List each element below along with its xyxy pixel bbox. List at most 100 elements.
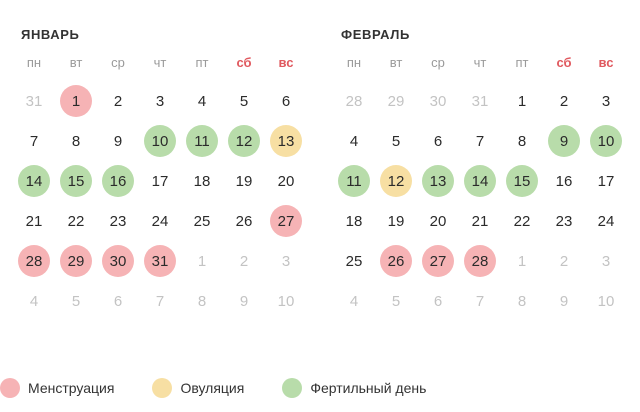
day-cell[interactable]: 18 [333, 201, 375, 241]
day-cell-fertile[interactable]: 11 [181, 121, 223, 161]
day-cell-other-month[interactable]: 8 [501, 281, 543, 321]
legend-label: Менструация [28, 380, 115, 396]
day-number: 5 [391, 132, 401, 150]
day-cell-fertile[interactable]: 11 [333, 161, 375, 201]
day-cell-other-month[interactable]: 5 [55, 281, 97, 321]
day-number: 21 [471, 212, 489, 230]
day-cell-other-month[interactable]: 30 [417, 81, 459, 121]
day-cell-other-month[interactable]: 10 [265, 281, 307, 321]
day-cell[interactable]: 2 [543, 81, 585, 121]
day-number: 8 [197, 292, 207, 310]
day-cell-fertile[interactable]: 12 [223, 121, 265, 161]
day-cell-fertile[interactable]: 10 [585, 121, 627, 161]
day-cell-menstruation[interactable]: 27 [265, 201, 307, 241]
day-cell[interactable]: 18 [181, 161, 223, 201]
day-cell-menstruation[interactable]: 31 [139, 241, 181, 281]
day-cell[interactable]: 21 [13, 201, 55, 241]
day-cell[interactable]: 19 [375, 201, 417, 241]
day-number: 28 [464, 245, 496, 277]
day-cell-other-month[interactable]: 6 [417, 281, 459, 321]
day-cell[interactable]: 17 [139, 161, 181, 201]
day-cell-other-month[interactable]: 3 [585, 241, 627, 281]
weekday-label: пт [515, 55, 529, 70]
day-cell-other-month[interactable]: 1 [501, 241, 543, 281]
day-cell-other-month[interactable]: 7 [459, 281, 501, 321]
day-cell[interactable]: 20 [417, 201, 459, 241]
day-cell-other-month[interactable]: 9 [223, 281, 265, 321]
day-cell-menstruation[interactable]: 27 [417, 241, 459, 281]
day-cell-other-month[interactable]: 10 [585, 281, 627, 321]
day-cell[interactable]: 23 [543, 201, 585, 241]
day-cell-other-month[interactable]: 3 [265, 241, 307, 281]
day-cell[interactable]: 22 [55, 201, 97, 241]
weekday-label: чт [473, 55, 487, 70]
day-cell-fertile[interactable]: 9 [543, 121, 585, 161]
day-cell-fertile[interactable]: 15 [501, 161, 543, 201]
day-cell[interactable]: 5 [375, 121, 417, 161]
day-number: 10 [144, 125, 176, 157]
day-cell-ovulation[interactable]: 12 [375, 161, 417, 201]
day-cell[interactable]: 3 [139, 81, 181, 121]
day-cell-menstruation[interactable]: 28 [13, 241, 55, 281]
day-cell-other-month[interactable]: 7 [139, 281, 181, 321]
day-cell[interactable]: 9 [97, 121, 139, 161]
day-cell[interactable]: 23 [97, 201, 139, 241]
day-cell-fertile[interactable]: 16 [97, 161, 139, 201]
day-cell[interactable]: 17 [585, 161, 627, 201]
day-cell[interactable]: 6 [417, 121, 459, 161]
day-cell[interactable]: 7 [459, 121, 501, 161]
day-cell-other-month[interactable]: 2 [543, 241, 585, 281]
weekday-label: ср [111, 55, 125, 70]
day-number: 31 [144, 245, 176, 277]
day-cell[interactable]: 5 [223, 81, 265, 121]
day-cell-other-month[interactable]: 31 [13, 81, 55, 121]
day-cell-fertile[interactable]: 15 [55, 161, 97, 201]
day-number: 4 [197, 92, 207, 110]
day-number: 4 [29, 292, 39, 310]
day-number: 3 [601, 92, 611, 110]
day-cell-other-month[interactable]: 4 [13, 281, 55, 321]
day-cell-other-month[interactable]: 8 [181, 281, 223, 321]
day-cell[interactable]: 4 [333, 121, 375, 161]
day-cell[interactable]: 3 [585, 81, 627, 121]
day-cell-menstruation[interactable]: 26 [375, 241, 417, 281]
day-cell[interactable]: 26 [223, 201, 265, 241]
day-cell-other-month[interactable]: 2 [223, 241, 265, 281]
day-cell[interactable]: 19 [223, 161, 265, 201]
day-cell[interactable]: 24 [585, 201, 627, 241]
day-cell-other-month[interactable]: 28 [333, 81, 375, 121]
day-cell[interactable]: 24 [139, 201, 181, 241]
day-number: 24 [597, 212, 615, 230]
day-cell[interactable]: 22 [501, 201, 543, 241]
day-cell-ovulation[interactable]: 13 [265, 121, 307, 161]
day-cell-other-month[interactable]: 29 [375, 81, 417, 121]
day-cell[interactable]: 4 [181, 81, 223, 121]
day-cell[interactable]: 8 [55, 121, 97, 161]
day-cell-menstruation[interactable]: 30 [97, 241, 139, 281]
day-cell[interactable]: 20 [265, 161, 307, 201]
day-cell-other-month[interactable]: 4 [333, 281, 375, 321]
day-cell-menstruation[interactable]: 29 [55, 241, 97, 281]
day-number: 8 [71, 132, 81, 150]
day-cell-other-month[interactable]: 5 [375, 281, 417, 321]
day-number: 6 [113, 292, 123, 310]
day-cell-fertile[interactable]: 14 [13, 161, 55, 201]
day-cell[interactable]: 8 [501, 121, 543, 161]
day-cell[interactable]: 6 [265, 81, 307, 121]
day-cell-fertile[interactable]: 10 [139, 121, 181, 161]
day-cell-fertile[interactable]: 13 [417, 161, 459, 201]
day-cell[interactable]: 25 [333, 241, 375, 281]
day-cell[interactable]: 1 [501, 81, 543, 121]
day-cell[interactable]: 2 [97, 81, 139, 121]
day-cell-menstruation[interactable]: 28 [459, 241, 501, 281]
day-cell-fertile[interactable]: 14 [459, 161, 501, 201]
day-cell[interactable]: 25 [181, 201, 223, 241]
day-cell-other-month[interactable]: 31 [459, 81, 501, 121]
day-cell[interactable]: 16 [543, 161, 585, 201]
day-cell-other-month[interactable]: 6 [97, 281, 139, 321]
day-cell[interactable]: 21 [459, 201, 501, 241]
day-cell-other-month[interactable]: 1 [181, 241, 223, 281]
day-cell[interactable]: 7 [13, 121, 55, 161]
day-cell-other-month[interactable]: 9 [543, 281, 585, 321]
day-cell-menstruation[interactable]: 1 [55, 81, 97, 121]
